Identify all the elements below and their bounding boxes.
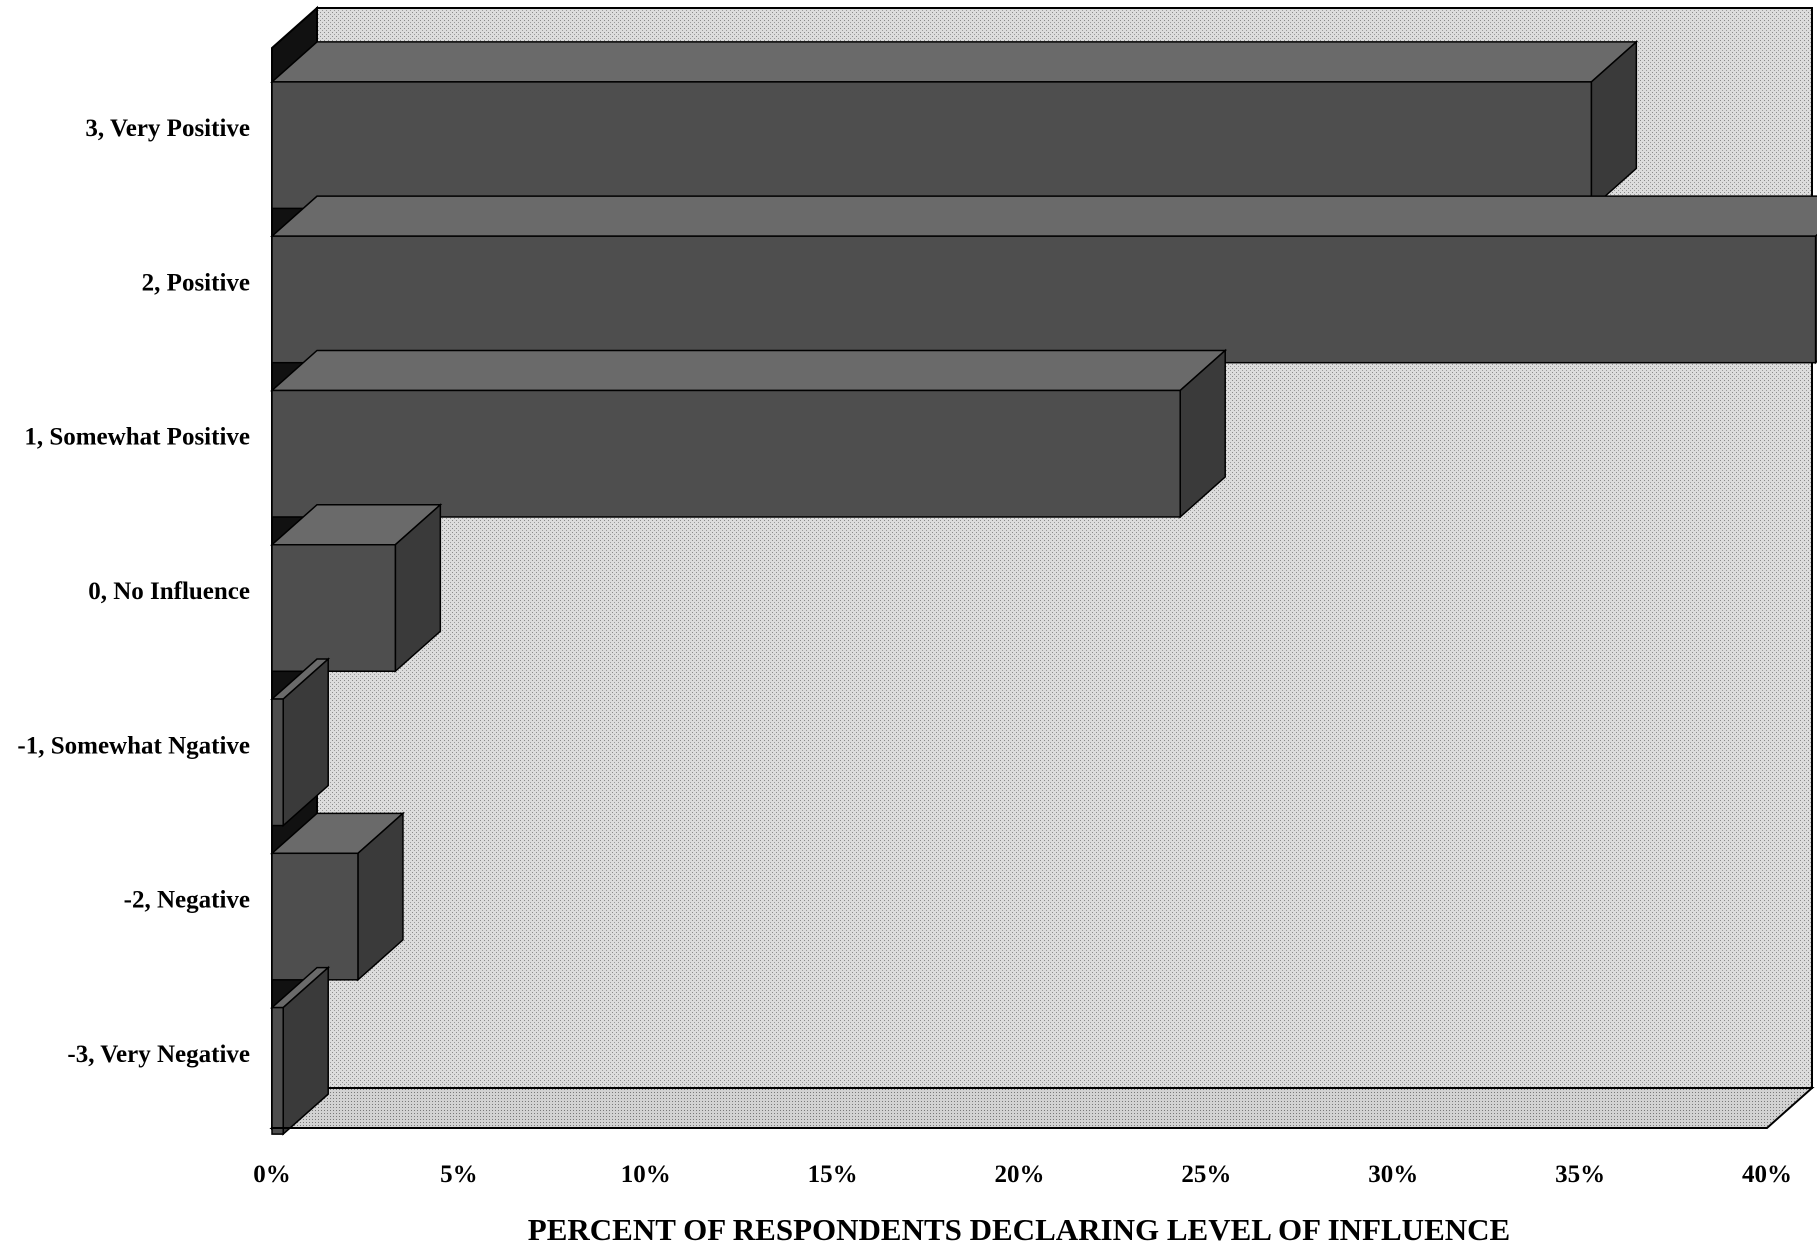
floor	[269, 1087, 1815, 1129]
bar	[270, 195, 1817, 365]
bar-front-face	[271, 81, 1593, 210]
category-label: 1, Somewhat Positive	[24, 424, 250, 451]
x-tick-label: 30%	[1368, 1161, 1418, 1188]
bar	[270, 811, 405, 982]
x-tick-label: 35%	[1555, 1161, 1605, 1188]
category-label: -2, Negative	[124, 887, 250, 914]
bar-top-face	[270, 195, 1817, 237]
category-label: 3, Very Positive	[85, 115, 250, 142]
bar-front-face	[271, 389, 1181, 518]
x-tick-label: 5%	[440, 1161, 478, 1188]
x-tick-label: 40%	[1742, 1161, 1792, 1188]
category-label: -1, Somewhat Ngative	[17, 732, 250, 759]
bar-top-face	[270, 41, 1639, 83]
bar	[270, 965, 331, 1136]
x-tick-label: 25%	[1181, 1161, 1231, 1188]
category-label: -3, Very Negative	[67, 1041, 250, 1068]
x-axis-title: PERCENT OF RESPONDENTS DECLARING LEVEL O…	[528, 1212, 1510, 1244]
bar-front-face	[271, 698, 284, 827]
x-tick-label: 10%	[621, 1161, 671, 1188]
bar	[270, 40, 1639, 211]
x-tick-label: 15%	[808, 1161, 858, 1188]
x-tick-label: 20%	[995, 1161, 1045, 1188]
bar-front-face	[271, 543, 397, 673]
bar	[270, 657, 331, 828]
bar-top-face	[270, 349, 1228, 392]
category-label: 0, No Influence	[88, 578, 250, 605]
bar-front-face	[271, 235, 1817, 364]
bar-front-face	[271, 1006, 284, 1135]
bar	[270, 348, 1228, 519]
bar-front-face	[271, 852, 359, 981]
category-label: 2, Positive	[142, 269, 250, 296]
x-tick-label: 0%	[253, 1161, 291, 1188]
bar	[270, 503, 443, 673]
